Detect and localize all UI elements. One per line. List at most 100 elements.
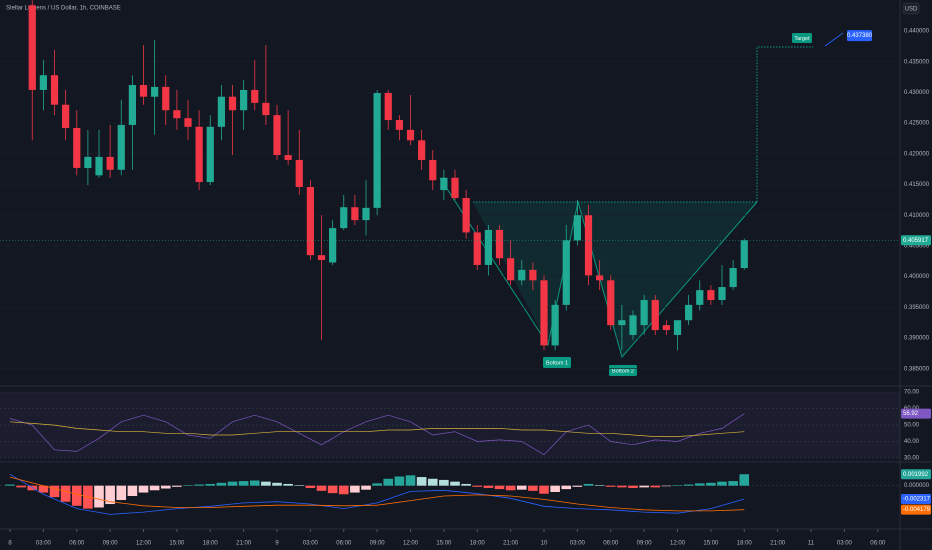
candle-body <box>440 177 448 191</box>
histogram-bar <box>383 478 394 486</box>
x-tick-label: 06:00 <box>336 541 352 547</box>
x-tick-label: 03:00 <box>570 541 586 547</box>
histogram-bar <box>539 485 549 494</box>
candle-body <box>73 128 81 168</box>
candle-body <box>84 156 92 168</box>
candle-body <box>362 207 370 221</box>
x-tick-label: 9 <box>275 541 279 547</box>
histogram-bar <box>439 479 449 486</box>
candle-body <box>451 177 459 199</box>
candle-body <box>273 115 281 156</box>
candle-body <box>462 198 470 233</box>
candle-body <box>395 120 403 130</box>
histogram-bar <box>372 483 382 486</box>
x-tick-label: 12:00 <box>136 541 152 547</box>
x-tick-label: 03:00 <box>36 541 52 547</box>
y-tick-label: 0.440000 <box>904 29 930 35</box>
candle-body <box>62 104 70 129</box>
histogram-bar <box>205 483 216 486</box>
histogram-bar <box>516 485 527 490</box>
histogram-bar <box>216 482 227 486</box>
target-line <box>756 46 813 202</box>
candle-body <box>240 89 248 111</box>
y-tick-label: 0.410000 <box>904 213 930 219</box>
candle-body <box>317 255 326 261</box>
histogram-bar <box>5 484 15 486</box>
candle-body <box>685 304 693 321</box>
candle-body <box>662 325 670 331</box>
candle-body <box>484 229 492 265</box>
annotation-box <box>543 357 571 368</box>
histogram-bar <box>105 485 115 505</box>
candle-body <box>473 232 481 265</box>
histogram-bar <box>238 481 249 486</box>
candle-body <box>618 320 626 326</box>
y-tick-label: 0.385000 <box>904 366 930 372</box>
histogram-bar <box>461 483 471 486</box>
candle-body <box>106 156 114 170</box>
currency-box[interactable] <box>902 2 920 15</box>
y-tick-label: 0.435000 <box>904 59 930 65</box>
annotation: Target <box>794 36 810 42</box>
candle-body <box>50 75 59 105</box>
candle-body <box>139 85 148 97</box>
histogram-bar <box>394 476 405 486</box>
x-tick-label: 09:00 <box>103 541 119 547</box>
x-tick-label: 12:00 <box>403 541 419 547</box>
x-tick-label: 15:00 <box>436 541 452 547</box>
histogram-bar <box>717 481 727 486</box>
x-tick-label: 8 <box>8 541 12 547</box>
candle-body <box>596 275 604 281</box>
annotation-box <box>609 365 637 376</box>
x-tick-label: 09:00 <box>370 541 386 547</box>
candle-body <box>306 186 314 256</box>
candle-body <box>206 126 214 183</box>
candle-body <box>217 96 225 127</box>
histogram-bar <box>683 484 694 486</box>
histogram-bar <box>71 485 82 506</box>
target-box <box>847 30 872 42</box>
histogram-bar <box>338 485 349 495</box>
candle-body <box>162 86 170 111</box>
candle-body <box>651 299 659 331</box>
x-tick-label: 11 <box>808 541 815 547</box>
series-line <box>9 476 745 512</box>
candle-body <box>418 140 426 160</box>
histogram-bar <box>116 485 127 501</box>
y-tick-label: 50.00 <box>904 423 920 429</box>
y-tick-label: 0.395000 <box>904 305 930 311</box>
price-tag: 0.405917 <box>903 238 929 244</box>
series-line <box>9 413 745 456</box>
candle-body <box>128 85 136 125</box>
histogram-bar <box>283 483 293 486</box>
y-tick-label: 0.415000 <box>904 182 930 188</box>
histogram-bar <box>672 485 683 486</box>
y-tick-label: 0.405000 <box>904 243 930 249</box>
candle-body <box>429 159 437 181</box>
histogram-bar <box>605 485 616 487</box>
y-tick-label: 0.000000 <box>904 483 930 489</box>
candle-body <box>584 215 593 276</box>
candle-body <box>696 290 704 305</box>
candle-body <box>228 96 237 111</box>
histogram-bar <box>494 485 505 490</box>
candle-body <box>707 290 715 300</box>
target-arrow <box>824 32 844 47</box>
histogram-bar <box>49 485 60 498</box>
series-line <box>9 473 745 515</box>
histogram-bar <box>38 485 49 493</box>
candle-body <box>529 269 537 281</box>
histogram-bar <box>472 485 483 487</box>
candle-body <box>295 159 303 187</box>
candle-body <box>640 299 648 326</box>
candle-body <box>562 240 570 305</box>
histogram-bar <box>427 478 438 486</box>
x-tick-label: 06:00 <box>69 541 85 547</box>
histogram-bar <box>405 475 416 486</box>
histogram-bar <box>583 483 594 486</box>
y-tick-label: 0.430000 <box>904 90 930 96</box>
histogram-bar <box>505 485 516 491</box>
candle-body <box>28 5 36 90</box>
candle-body <box>551 304 559 346</box>
x-tick-label: 18:00 <box>737 541 753 547</box>
